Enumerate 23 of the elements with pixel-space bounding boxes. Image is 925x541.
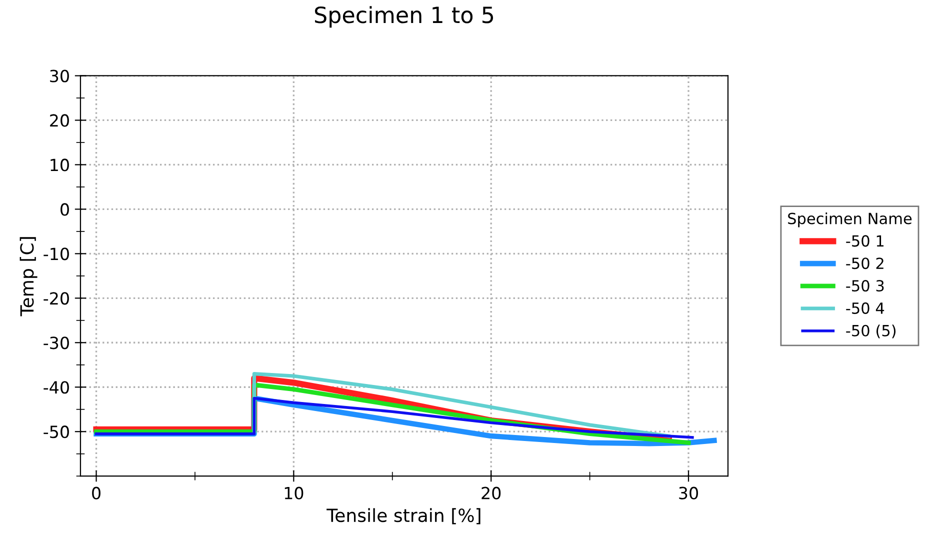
y-tick-label: -30 (44, 336, 69, 350)
x-axis-title: Tensile strain [%] (326, 508, 480, 524)
y-tick-label: -40 (44, 381, 69, 394)
y-tick-label: -20 (44, 292, 69, 305)
y-tick-label: -10 (44, 248, 69, 260)
x-tick-label: 0 (92, 486, 100, 500)
x-tick-label: 20 (482, 486, 501, 500)
y-axis-title: Temp [C] (20, 237, 38, 316)
x-tick-label: 30 (679, 486, 698, 500)
legend-title: Specimen Name (788, 212, 912, 228)
chart-title: Specimen 1 to 5 (314, 6, 494, 28)
legend-label: -50 1 (846, 235, 884, 247)
y-tick-label: 30 (50, 70, 69, 82)
y-tick-label: 0 (60, 203, 69, 216)
y-tick-label: 10 (50, 158, 69, 172)
y-tick-label: 20 (50, 114, 69, 127)
y-tick-label: -50 (44, 426, 69, 438)
legend-label: -50 3 (846, 280, 884, 292)
line-series (94, 396, 694, 439)
legend-label: -50 4 (846, 302, 884, 314)
x-tick-label: 10 (284, 486, 304, 500)
legend-label: -50 2 (846, 258, 884, 270)
legend-label: -50 (5) (846, 324, 896, 338)
